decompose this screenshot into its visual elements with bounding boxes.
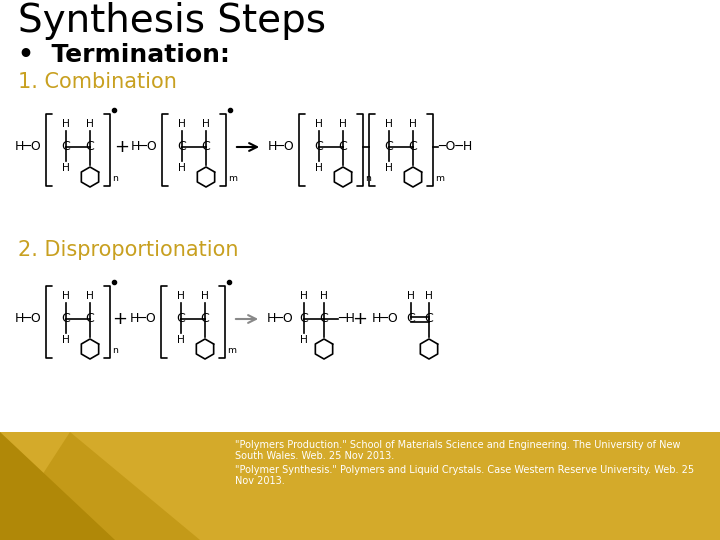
Text: H: H bbox=[177, 291, 185, 301]
Text: C: C bbox=[178, 140, 186, 153]
Text: H: H bbox=[86, 119, 94, 129]
Text: +: + bbox=[112, 310, 127, 328]
Text: H: H bbox=[315, 163, 323, 173]
Text: H─O: H─O bbox=[15, 313, 42, 326]
Text: H: H bbox=[425, 291, 433, 301]
Text: C: C bbox=[62, 140, 71, 153]
Text: H: H bbox=[62, 163, 70, 173]
Text: C: C bbox=[409, 140, 418, 153]
Text: n: n bbox=[365, 174, 371, 183]
Text: 2. Disproportionation: 2. Disproportionation bbox=[18, 240, 238, 260]
Text: ─O─H: ─O─H bbox=[438, 140, 472, 153]
Text: H: H bbox=[385, 163, 393, 173]
Text: •  Termination:: • Termination: bbox=[18, 43, 230, 67]
Text: H: H bbox=[86, 291, 94, 301]
Text: n: n bbox=[112, 174, 118, 183]
Text: +: + bbox=[114, 138, 130, 156]
Text: H: H bbox=[62, 335, 70, 345]
Text: H─O: H─O bbox=[268, 140, 294, 153]
Text: "Polymer Synthesis." Polymers and Liquid Crystals. Case Western Reserve Universi: "Polymer Synthesis." Polymers and Liquid… bbox=[235, 465, 694, 475]
Text: H─O: H─O bbox=[267, 313, 294, 326]
Text: m: m bbox=[228, 174, 237, 183]
Text: H: H bbox=[385, 119, 393, 129]
Text: C: C bbox=[202, 140, 210, 153]
Text: H: H bbox=[407, 291, 415, 301]
Text: 1. Combination: 1. Combination bbox=[18, 72, 177, 92]
Text: "Polymers Production." School of Materials Science and Engineering. The Universi: "Polymers Production." School of Materia… bbox=[235, 440, 680, 450]
Text: C: C bbox=[201, 313, 210, 326]
Text: South Wales. Web. 25 Nov 2013.: South Wales. Web. 25 Nov 2013. bbox=[235, 451, 395, 461]
Text: Nov 2013.: Nov 2013. bbox=[235, 476, 284, 486]
Text: C: C bbox=[315, 140, 323, 153]
Text: +: + bbox=[353, 310, 367, 328]
Text: H: H bbox=[201, 291, 209, 301]
Text: m: m bbox=[227, 346, 236, 355]
Text: H: H bbox=[202, 119, 210, 129]
Bar bbox=[0, 432, 720, 540]
Text: H─O: H─O bbox=[15, 140, 42, 153]
Text: C: C bbox=[86, 313, 94, 326]
Text: C: C bbox=[86, 140, 94, 153]
Text: H: H bbox=[177, 335, 185, 345]
Text: H─O: H─O bbox=[131, 140, 158, 153]
Text: C: C bbox=[338, 140, 347, 153]
Polygon shape bbox=[0, 432, 200, 540]
Text: n: n bbox=[112, 346, 118, 355]
Text: C: C bbox=[425, 313, 433, 326]
Text: H─O: H─O bbox=[372, 313, 399, 326]
Text: C: C bbox=[384, 140, 393, 153]
Text: C: C bbox=[62, 313, 71, 326]
Text: C: C bbox=[407, 313, 415, 326]
Text: H: H bbox=[320, 291, 328, 301]
Text: C: C bbox=[320, 313, 328, 326]
Text: H: H bbox=[315, 119, 323, 129]
Text: m: m bbox=[435, 174, 444, 183]
Text: ─H: ─H bbox=[338, 313, 355, 326]
Polygon shape bbox=[0, 432, 115, 540]
Text: H: H bbox=[300, 335, 308, 345]
Text: H─O: H─O bbox=[130, 313, 157, 326]
Text: C: C bbox=[300, 313, 308, 326]
Text: C: C bbox=[176, 313, 185, 326]
Text: H: H bbox=[62, 119, 70, 129]
Text: H: H bbox=[62, 291, 70, 301]
Text: H: H bbox=[178, 119, 186, 129]
Text: Synthesis Steps: Synthesis Steps bbox=[18, 2, 326, 40]
Text: H: H bbox=[178, 163, 186, 173]
Text: H: H bbox=[300, 291, 308, 301]
Text: H: H bbox=[339, 119, 347, 129]
Text: H: H bbox=[409, 119, 417, 129]
